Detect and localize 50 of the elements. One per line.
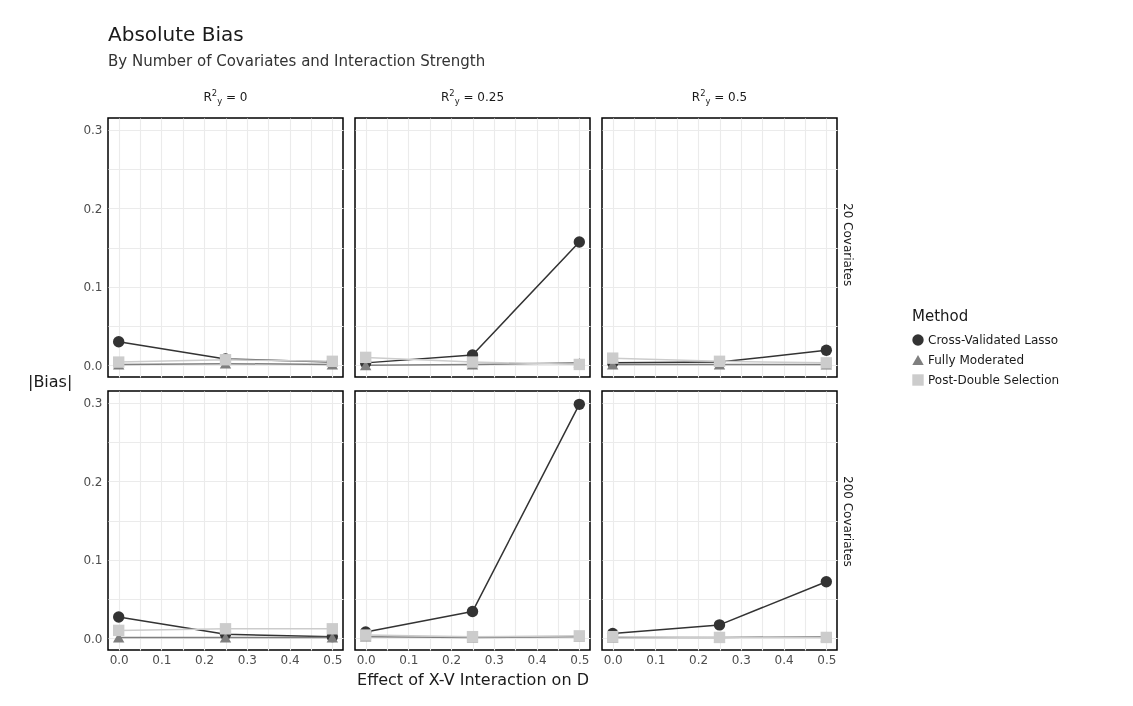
point [112,335,125,348]
x-tick-label: 0.0 [356,652,376,667]
x-tick-label: 0.5 [570,652,590,667]
x-tick-label: 0.0 [603,652,623,667]
x-tick-label: 0.0 [109,652,129,667]
point [820,576,833,588]
chart-subtitle: By Number of Covariates and Interaction Strength [108,52,486,70]
text: R$^{2}$$_{y}$ = 0.5 [690,88,749,107]
chart-title: Absolute Bias [108,22,244,46]
legend-title: Method [912,307,969,325]
legend-label: Cross-Validated Lasso [928,333,1059,347]
x-tick-label: 0.4 [527,652,547,667]
point [112,611,125,623]
point [573,398,586,411]
legend-label: Post-Double Selection [928,373,1060,387]
y-tick-label: 0.3 [83,396,103,411]
y-tick-label: 0.3 [83,123,103,138]
point [606,352,619,364]
x-tick-label: 0.2 [689,652,709,667]
x-tick-label: 0.5 [817,652,837,667]
point [573,236,586,248]
point [713,619,726,631]
text: R$^{2}$$_{y}$ = 0 [202,88,249,107]
x-tick-label: 0.1 [646,652,666,667]
x-tick-label: 0.4 [280,652,300,667]
x-tick-label: 0.4 [774,652,794,667]
x-tick-label: 0.1 [152,652,172,667]
y-tick-label: 0.1 [83,553,103,568]
text: 200 Covariates [841,475,855,567]
x-tick-label: 0.5 [323,652,343,667]
point [820,344,833,356]
x-axis-title: Effect of X-V Interaction on D [357,669,589,689]
text: R$^{2}$$_{y}$ = 0.25 [439,88,506,107]
x-tick-label: 0.3 [731,652,751,667]
text: 20 Covariates [841,202,855,286]
y-tick-label: 0.2 [83,474,103,489]
y-tick-label: 0.2 [83,201,103,216]
x-tick-label: 0.2 [195,652,215,667]
point [466,605,479,618]
point [326,623,339,635]
x-tick-label: 0.3 [237,652,257,667]
y-tick-label: 0.0 [83,358,103,373]
legend-label: Fully Moderated [928,353,1025,367]
x-tick-label: 0.1 [399,652,419,667]
x-tick-label: 0.2 [442,652,462,667]
x-tick-label: 0.3 [484,652,504,667]
y-tick-label: 0.0 [83,631,103,646]
point [219,623,232,635]
y-tick-label: 0.1 [83,280,103,295]
y-axis-title: |Bias| [28,372,73,391]
